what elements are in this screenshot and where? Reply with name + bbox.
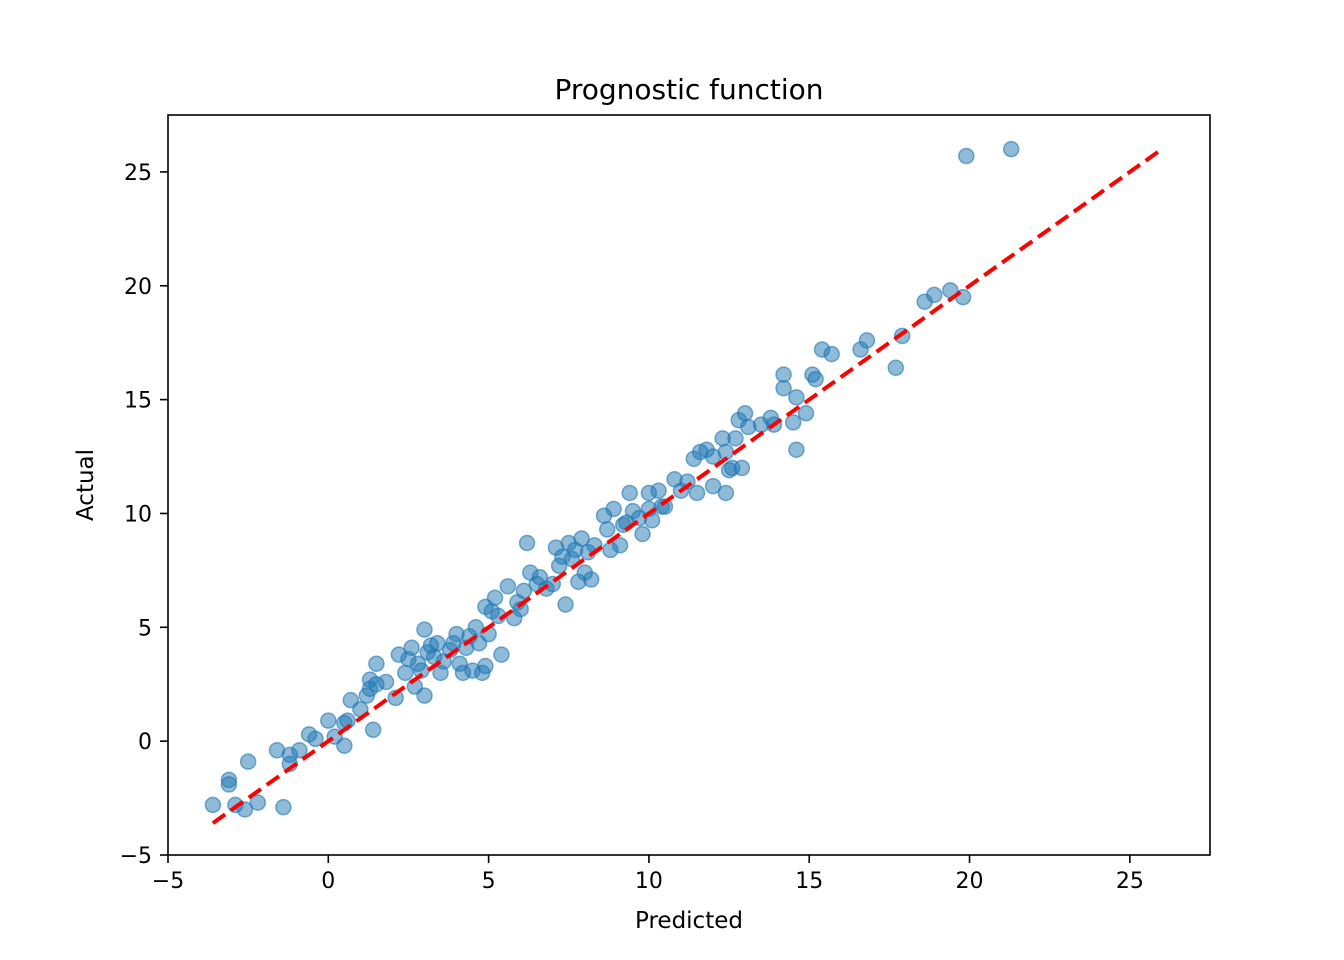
y-tick-label: 25 xyxy=(124,161,152,186)
data-point xyxy=(736,405,754,422)
data-point xyxy=(416,621,433,638)
data-point xyxy=(717,484,735,502)
y-tick-label: 5 xyxy=(138,616,152,641)
data-point xyxy=(807,370,824,388)
data-point xyxy=(573,530,590,547)
x-axis-label: Predicted xyxy=(635,908,743,934)
data-point xyxy=(518,534,536,552)
data-point xyxy=(788,441,805,458)
x-tick-label: 15 xyxy=(795,869,823,894)
data-point xyxy=(403,639,420,657)
data-point xyxy=(416,687,433,704)
data-point xyxy=(499,578,517,595)
points-layer xyxy=(204,140,1020,818)
y-tick-label: −5 xyxy=(120,844,152,869)
data-point xyxy=(634,525,651,543)
data-point xyxy=(377,673,395,691)
y-tick-label: 10 xyxy=(124,502,152,527)
x-tick-label: 10 xyxy=(635,869,663,894)
data-point xyxy=(611,537,629,554)
x-tick-label: 5 xyxy=(482,869,496,894)
y-axis-ticks: −5 0 5 10 15 20 25 xyxy=(120,161,168,869)
data-point xyxy=(275,798,292,816)
data-point xyxy=(958,147,975,165)
data-point xyxy=(220,776,238,793)
data-point xyxy=(557,596,574,613)
reference-line-layer xyxy=(211,147,1164,825)
data-point xyxy=(775,379,792,397)
data-point xyxy=(1002,140,1020,158)
data-point xyxy=(704,477,722,495)
data-point xyxy=(775,366,792,383)
data-point xyxy=(598,521,616,538)
data-point xyxy=(307,730,324,748)
data-point xyxy=(397,664,414,682)
data-point xyxy=(486,589,504,606)
chart-title: Prognostic function xyxy=(554,73,823,106)
data-point xyxy=(204,796,222,814)
x-tick-label: 25 xyxy=(1116,869,1144,894)
data-point xyxy=(239,753,257,770)
data-point xyxy=(429,635,446,652)
data-point xyxy=(515,582,533,600)
y-tick-label: 15 xyxy=(124,389,152,414)
data-point xyxy=(650,482,667,499)
y-axis-label: Actual xyxy=(73,449,99,521)
data-point xyxy=(512,600,529,618)
data-point xyxy=(291,742,308,759)
data-point xyxy=(797,405,815,422)
reference-line xyxy=(211,147,1164,825)
data-point xyxy=(688,484,706,502)
data-point xyxy=(582,571,600,588)
plot-area-frame xyxy=(167,114,1211,856)
data-point xyxy=(621,484,638,502)
data-point xyxy=(249,794,267,811)
x-tick-label: −5 xyxy=(152,869,184,894)
data-point xyxy=(236,801,254,818)
data-point xyxy=(493,646,510,663)
data-point xyxy=(477,657,494,675)
data-point xyxy=(727,430,744,447)
data-point xyxy=(858,332,876,349)
y-tick-label: 0 xyxy=(138,730,152,755)
data-point xyxy=(320,712,337,729)
x-axis-ticks: −5 0 5 10 15 20 25 xyxy=(152,855,1144,894)
data-point xyxy=(926,286,943,304)
x-tick-label: 0 xyxy=(321,869,335,894)
data-point xyxy=(364,721,382,739)
data-point xyxy=(605,500,622,518)
data-point xyxy=(467,619,485,636)
data-point xyxy=(784,414,802,431)
y-tick-label: 20 xyxy=(124,275,152,300)
data-point xyxy=(368,655,385,672)
x-tick-label: 20 xyxy=(956,869,984,894)
data-point xyxy=(733,459,751,477)
data-point xyxy=(887,359,905,376)
data-point xyxy=(788,389,805,406)
data-point xyxy=(336,737,353,754)
data-point xyxy=(823,345,840,363)
